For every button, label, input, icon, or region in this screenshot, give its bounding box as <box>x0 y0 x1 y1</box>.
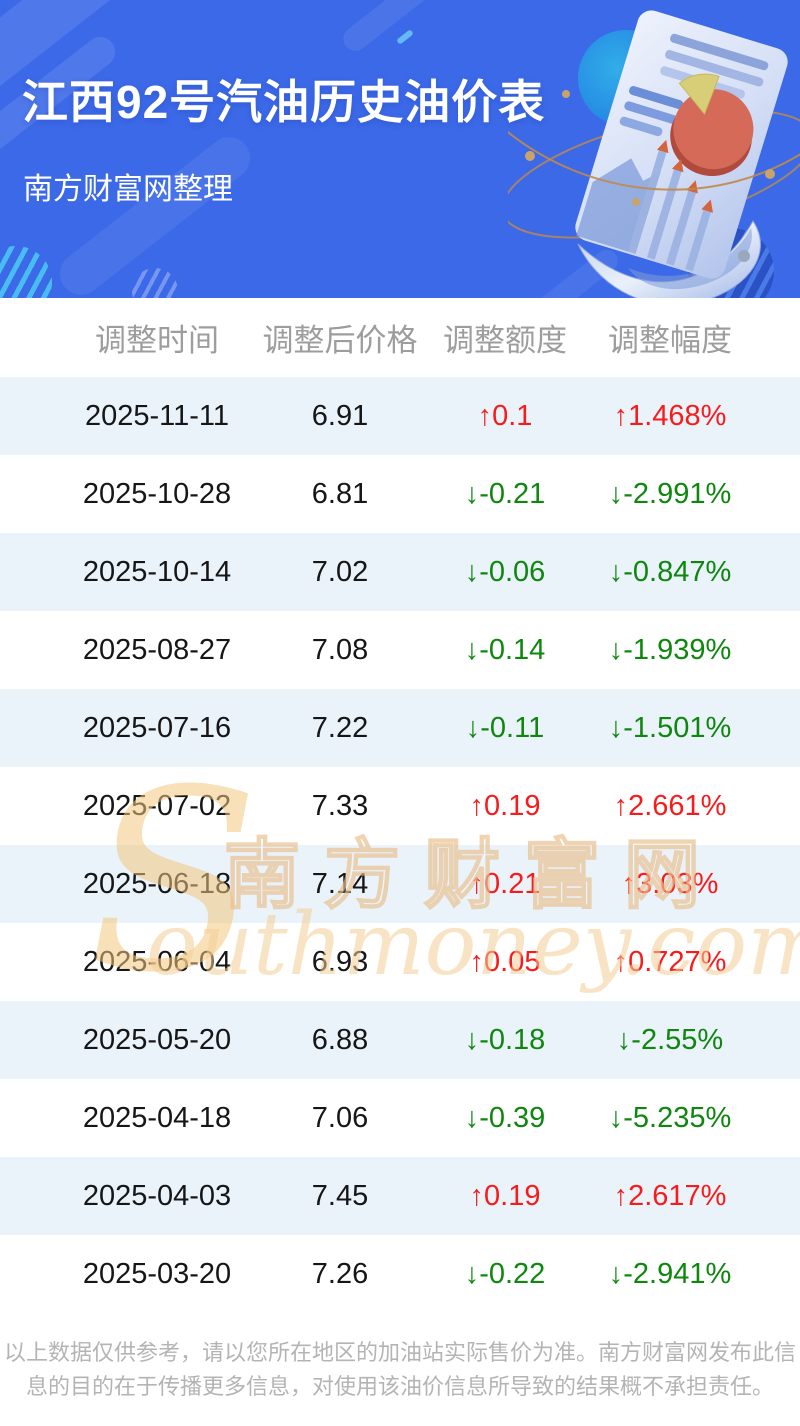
price-table: 调整时间 调整后价格 调整额度 调整幅度 2025-11-11 6.91 ↑0.… <box>0 298 800 1313</box>
table-rows: 2025-11-11 6.91 ↑0.1 ↑1.468% 2025-10-28 … <box>0 377 800 1313</box>
row-price: 7.14 <box>311 867 369 900</box>
table-row: 2025-10-28 6.81 ↓-0.21 ↓-2.991% <box>0 455 800 533</box>
table-row: 2025-07-02 7.33 ↑0.19 ↑2.661% <box>0 767 800 845</box>
row-price: 6.91 <box>311 399 369 432</box>
row-date: 2025-03-20 <box>82 1257 232 1290</box>
row-change: ↓-0.18 <box>464 1023 546 1056</box>
row-change: ↓-0.14 <box>464 633 546 666</box>
row-price: 6.81 <box>311 477 369 510</box>
row-pct: ↓-1.501% <box>608 711 732 744</box>
row-date: 2025-07-16 <box>82 711 232 744</box>
row-price: 6.88 <box>311 1023 369 1056</box>
row-price: 7.45 <box>311 1179 369 1212</box>
table-row: 2025-11-11 6.91 ↑0.1 ↑1.468% <box>0 377 800 455</box>
decor-striped-circle <box>132 268 178 298</box>
row-price: 6.93 <box>311 945 369 978</box>
disclaimer-text: 以上数据仅供参考，请以您所在地区的加油站实际售价为准。南方财富网发布此信息的目的… <box>4 1340 797 1399</box>
table-row: 2025-04-18 7.06 ↓-0.39 ↓-5.235% <box>0 1079 800 1157</box>
row-date: 2025-10-28 <box>82 477 232 510</box>
row-date: 2025-10-14 <box>82 555 232 588</box>
decor-dash <box>396 29 414 45</box>
table-row: 2025-10-14 7.02 ↓-0.06 ↓-0.847% <box>0 533 800 611</box>
table-header-row: 调整时间 调整后价格 调整额度 调整幅度 <box>0 298 800 377</box>
column-header-date: 调整时间 <box>95 323 219 358</box>
table-row: 2025-06-18 7.14 ↑0.21 ↑3.03% <box>0 845 800 923</box>
row-date: 2025-11-11 <box>84 399 230 432</box>
row-date: 2025-06-04 <box>82 945 232 978</box>
row-date: 2025-07-02 <box>82 789 232 822</box>
row-change: ↓-0.11 <box>465 711 545 744</box>
decor-streak <box>338 0 472 56</box>
row-change: ↑0.19 <box>469 789 541 822</box>
row-pct: ↑1.468% <box>613 399 727 432</box>
row-price: 7.26 <box>311 1257 369 1290</box>
row-pct: ↑3.03% <box>621 867 719 900</box>
column-header-price: 调整后价格 <box>262 323 418 358</box>
row-pct: ↑2.617% <box>613 1179 727 1212</box>
row-change: ↑0.05 <box>469 945 541 978</box>
row-pct: ↓-2.941% <box>608 1257 732 1290</box>
row-date: 2025-04-18 <box>82 1101 232 1134</box>
row-price: 7.02 <box>311 555 369 588</box>
row-date: 2025-06-18 <box>82 867 232 900</box>
row-change: ↑0.1 <box>477 399 533 432</box>
row-change: ↓-0.39 <box>464 1101 546 1134</box>
table-row: 2025-03-20 7.26 ↓-0.22 ↓-2.941% <box>0 1235 800 1313</box>
row-change: ↓-0.21 <box>464 477 546 510</box>
table-row: 2025-07-16 7.22 ↓-0.11 ↓-1.501% <box>0 689 800 767</box>
table-row: 2025-08-27 7.08 ↓-0.14 ↓-1.939% <box>0 611 800 689</box>
row-price: 7.22 <box>311 711 369 744</box>
row-pct: ↓-2.991% <box>608 477 732 510</box>
row-pct: ↑2.661% <box>613 789 727 822</box>
row-date: 2025-04-03 <box>82 1179 232 1212</box>
column-header-pct: 调整幅度 <box>608 323 732 358</box>
page-title: 江西92号汽油历史油价表 <box>22 76 546 128</box>
row-date: 2025-08-27 <box>82 633 232 666</box>
header-banner: 江西92号汽油历史油价表 南方财富网整理 <box>0 0 800 298</box>
row-date: 2025-05-20 <box>82 1023 232 1056</box>
table-row: 2025-04-03 7.45 ↑0.19 ↑2.617% <box>0 1157 800 1235</box>
row-pct: ↓-2.55% <box>616 1023 724 1056</box>
table-row: 2025-06-04 6.93 ↑0.05 ↑0.727% <box>0 923 800 1001</box>
decor-striped-circle <box>0 246 52 298</box>
row-change: ↑0.19 <box>469 1179 541 1212</box>
table-row: 2025-05-20 6.88 ↓-0.18 ↓-2.55% <box>0 1001 800 1079</box>
row-pct: ↓-1.939% <box>608 633 732 666</box>
row-price: 7.08 <box>311 633 369 666</box>
row-pct: ↓-5.235% <box>608 1101 732 1134</box>
row-pct: ↑0.727% <box>613 945 727 978</box>
row-change: ↓-0.06 <box>464 555 546 588</box>
row-price: 7.33 <box>311 789 369 822</box>
row-change: ↑0.21 <box>469 867 541 900</box>
report-scroll-illustration <box>508 10 800 298</box>
row-price: 7.06 <box>311 1101 369 1134</box>
column-header-change: 调整额度 <box>443 323 567 358</box>
page-subtitle: 南方财富网整理 <box>23 173 233 206</box>
row-change: ↓-0.22 <box>464 1257 546 1290</box>
row-pct: ↓-0.847% <box>608 555 732 588</box>
